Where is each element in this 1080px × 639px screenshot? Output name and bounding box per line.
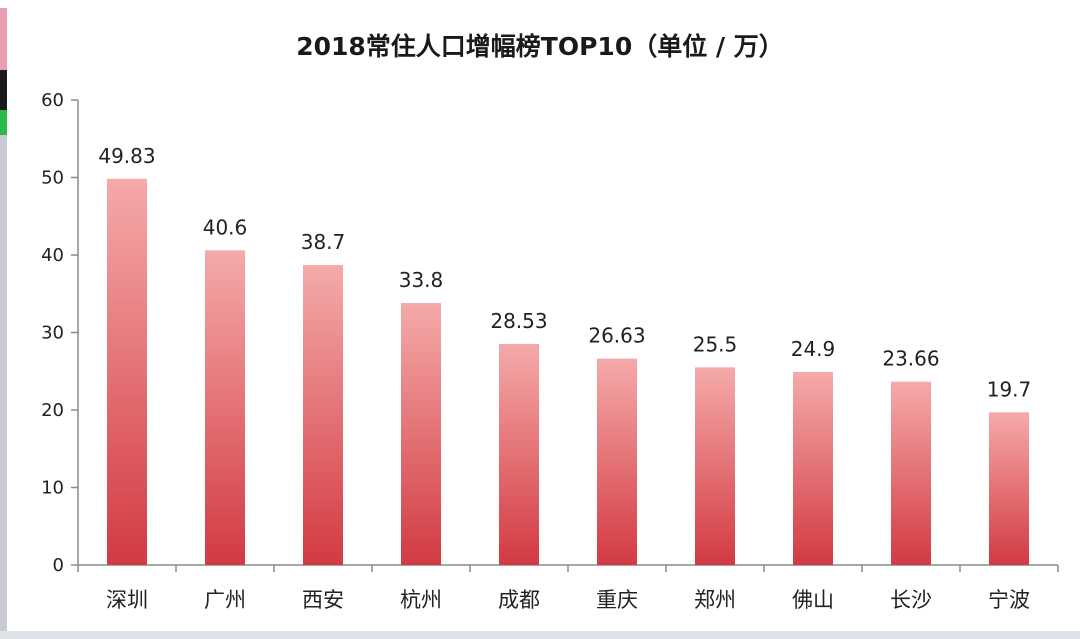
y-tick-label: 10 [41,478,64,499]
edge-dark-segment [0,70,7,110]
x-category-label: 深圳 [106,588,148,612]
bar [891,381,931,565]
bar-value-label: 25.5 [693,332,738,356]
bar [107,178,147,565]
x-category-label: 长沙 [890,588,932,612]
y-tick-label: 20 [41,400,64,421]
edge-green-segment [0,110,7,135]
x-category-label: 杭州 [400,588,442,612]
y-tick-label: 0 [53,555,64,576]
x-category-label: 郑州 [694,588,736,612]
bar [597,358,637,565]
x-category-label: 佛山 [792,588,834,612]
bar-value-label: 49.83 [98,144,155,168]
bar [303,265,343,565]
bar [401,303,441,565]
chart-title: 2018常住人口增幅榜TOP10（单位 / 万） [296,32,784,61]
bar-value-label: 26.63 [588,324,645,348]
labels: 49.83 深圳 40.6 广州 38.7 西安 33.8 杭州 28.53 成都 26.63 重庆 2… [98,144,1031,612]
bar-value-label: 33.8 [399,268,444,292]
x-category-label: 重庆 [596,588,638,612]
x-category-label: 成都 [498,588,540,612]
bar [793,372,833,565]
bar-value-label: 19.7 [987,377,1032,401]
y-tick-label: 40 [41,245,64,266]
x-category-label: 西安 [302,588,344,612]
bar [499,343,539,565]
edge-gray-segment [0,135,7,635]
bar-value-label: 23.66 [882,347,939,371]
edge-pink-segment [0,8,7,70]
bar-value-label: 38.7 [301,230,346,254]
bar [205,250,245,565]
x-category-label: 广州 [204,588,246,612]
left-edge-strip [0,0,7,639]
bottom-edge-bar [0,631,1080,639]
bars [107,178,1029,565]
bar-value-label: 24.9 [791,337,836,361]
x-category-label: 宁波 [988,588,1030,612]
bar-value-label: 28.53 [490,309,547,333]
bar-value-label: 40.6 [203,215,248,239]
bar [695,367,735,565]
y-tick-label: 60 [41,90,64,111]
y-tick-label: 30 [41,323,64,344]
y-tick-label: 50 [41,168,64,189]
bar [989,412,1029,565]
